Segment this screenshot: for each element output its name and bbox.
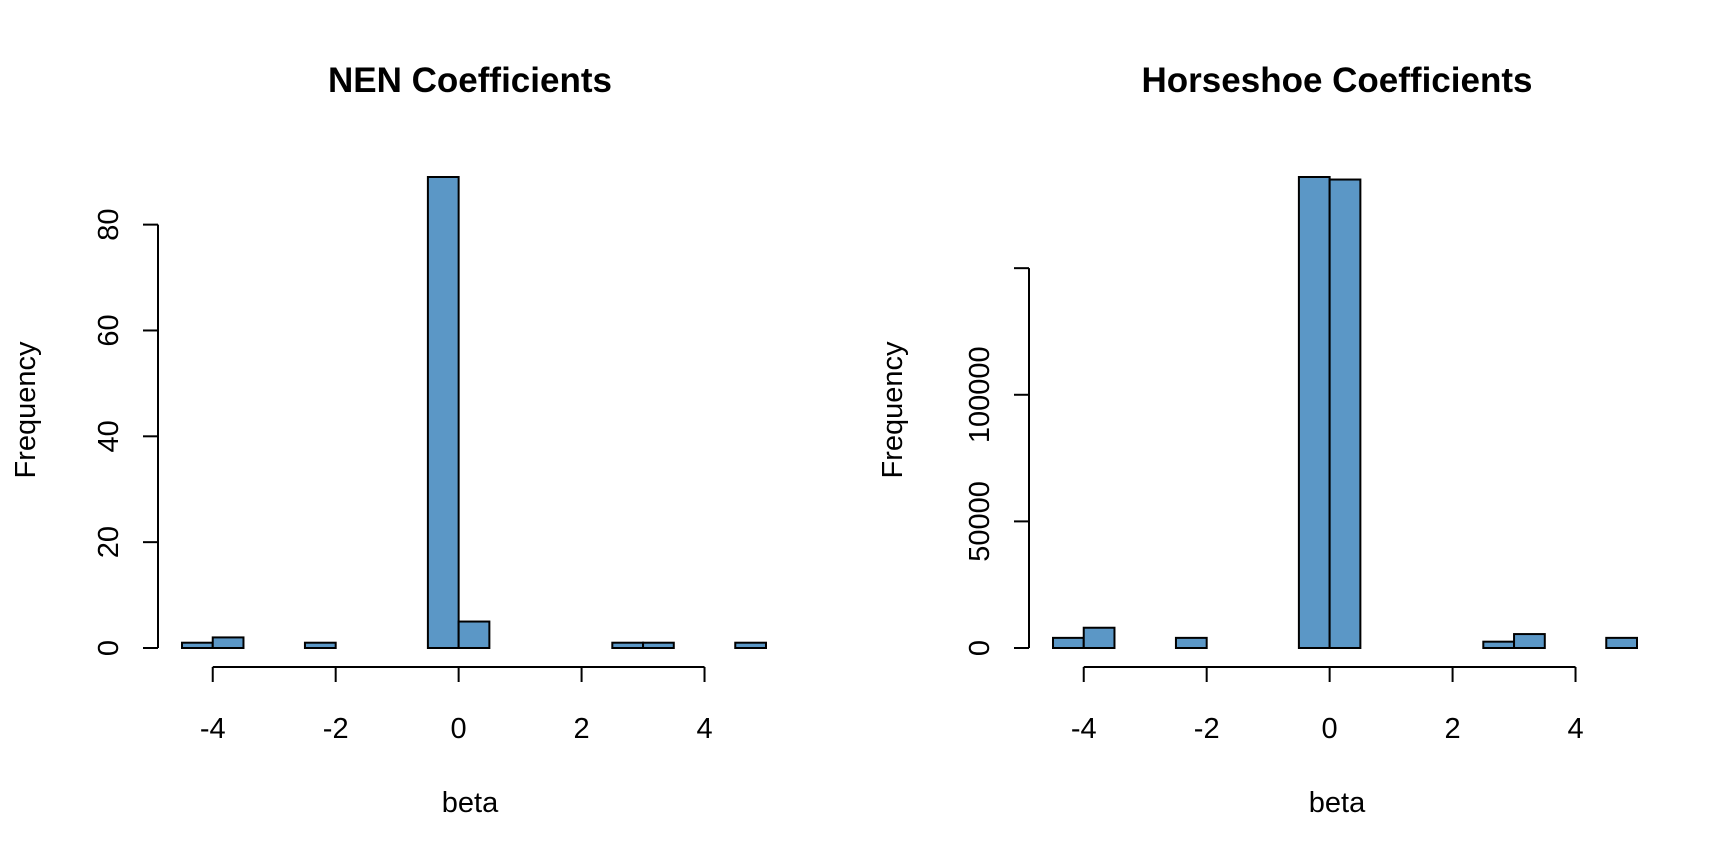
histogram-bar [211, 636, 245, 649]
y-tick-label: 60 [93, 314, 125, 346]
y-tick-label: 0 [93, 640, 125, 656]
histogram-bar [1052, 636, 1085, 650]
y-axis: 0 50000 100000 [964, 267, 1030, 656]
histogram-bar [611, 641, 645, 650]
y-tick-label: 100000 [964, 346, 996, 443]
x-tick-label: -4 [200, 713, 226, 745]
chart-title: Horseshoe Coefficients [1142, 61, 1533, 100]
x-tick-label: 0 [451, 713, 467, 745]
x-tick-label: -2 [1194, 713, 1220, 745]
y-tick-label: 40 [93, 420, 125, 452]
histogram-bar [734, 641, 768, 650]
histogram-bar [181, 641, 214, 650]
x-tick-label: 2 [574, 713, 590, 745]
panel-horseshoe: Horseshoe Coefficients beta Frequency -4… [877, 61, 1639, 819]
histogram-bar [1082, 626, 1116, 650]
histogram-bar [457, 620, 491, 649]
y-tick-label: 80 [93, 208, 125, 240]
bars [181, 176, 768, 650]
panel-nen: NEN Coefficients beta Frequency -4 -2 0 2 4 … [10, 61, 768, 819]
x-tick-label: 4 [696, 713, 712, 745]
histogram-bar [642, 641, 675, 650]
histogram-bar [1605, 636, 1639, 650]
chart-title: NEN Coefficients [328, 61, 612, 100]
x-axis: -4 -2 0 2 4 [1071, 666, 1584, 745]
histogram-bar [303, 641, 337, 650]
x-axis: -4 -2 0 2 4 [200, 666, 713, 745]
y-axis-label: Frequency [877, 341, 909, 479]
y-tick-label: 50000 [964, 481, 996, 562]
bars [1052, 176, 1639, 650]
y-tick-label: 20 [93, 526, 125, 558]
histogram-bar [1297, 176, 1331, 649]
x-tick-label: 2 [1445, 713, 1461, 745]
histogram-bar [1174, 636, 1208, 650]
y-axis-label: Frequency [10, 341, 42, 479]
histogram-bar [426, 176, 460, 649]
x-tick-label: 4 [1567, 713, 1583, 745]
x-tick-label: -4 [1071, 713, 1097, 745]
y-axis: 0 20 40 60 80 [93, 208, 159, 656]
x-axis-label: beta [1309, 787, 1366, 819]
histogram-bar [1482, 640, 1516, 650]
histogram-bar [1513, 633, 1546, 649]
x-axis-label: beta [442, 787, 499, 819]
x-tick-label: 0 [1322, 713, 1338, 745]
x-tick-label: -2 [323, 713, 349, 745]
y-tick-label: 0 [964, 640, 996, 656]
histogram-bar [1328, 178, 1362, 649]
